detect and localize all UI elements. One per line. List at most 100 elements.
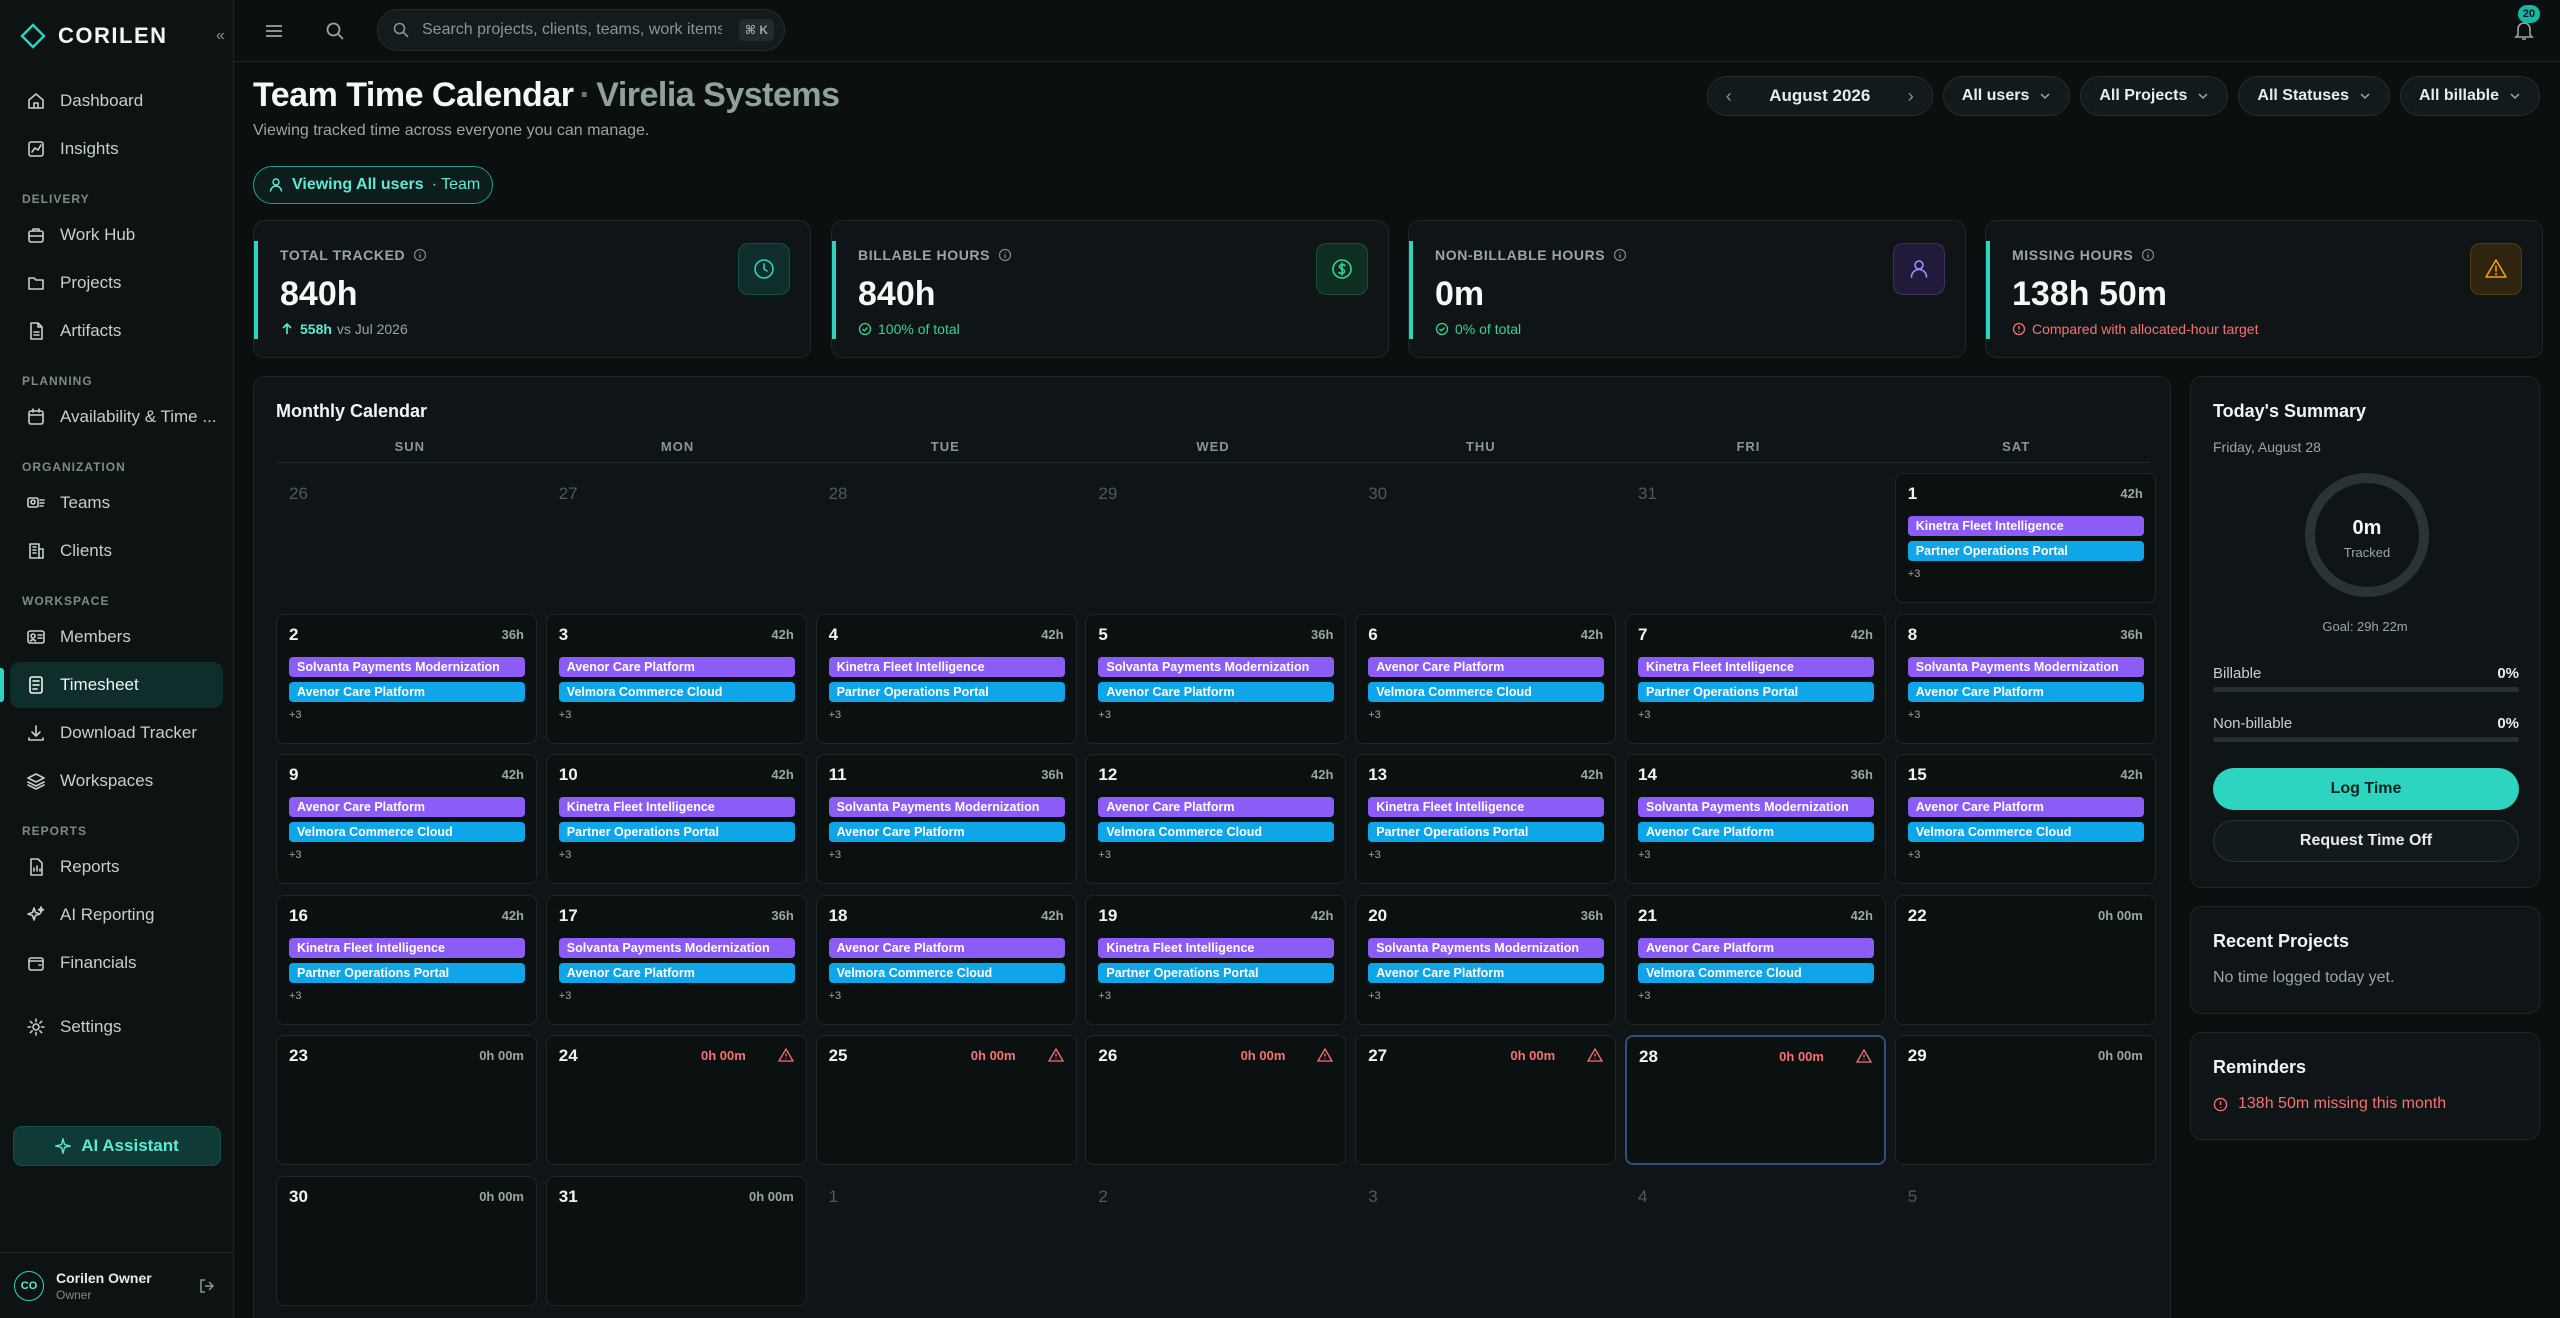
sidebar-item-download-tracker[interactable]: Download Tracker — [10, 710, 223, 756]
calendar-day-14[interactable]: 14 36h Solvanta Payments Modernization Aven… — [1624, 754, 1886, 885]
calendar-day-2[interactable]: 2 36h Solvanta Payments Modernization Aveno… — [276, 613, 537, 744]
prev-month-icon[interactable]: ‹ — [1725, 85, 1732, 106]
project-chip[interactable]: Kinetra Fleet Intelligence — [558, 797, 795, 818]
sidebar-item-availability-time[interactable]: Availability & Time ... — [10, 394, 223, 440]
search-input[interactable] — [422, 21, 722, 39]
calendar-day-12[interactable]: 12 42h Avenor Care Platform Velmora Commerc… — [1085, 754, 1347, 885]
sidebar-item-clients[interactable]: Clients — [10, 528, 223, 574]
more-entries-link[interactable]: +3 — [289, 989, 302, 1002]
more-entries-link[interactable]: +3 — [289, 708, 302, 721]
calendar-day-16[interactable]: 16 42h Kinetra Fleet Intelligence Partner O… — [276, 894, 537, 1025]
calendar-day-21[interactable]: 21 42h Avenor Care Platform Velmora Commerc… — [1624, 894, 1886, 1025]
calendar-day-28[interactable]: 28 0h 00m — [1624, 1035, 1886, 1166]
project-chip[interactable]: Solvanta Payments Modernization — [1368, 937, 1605, 958]
users-filter[interactable]: All users — [1942, 76, 2071, 116]
more-entries-link[interactable]: +3 — [828, 849, 842, 862]
sidebar-item-insights[interactable]: Insights — [10, 126, 223, 172]
project-chip[interactable]: Solvanta Payments Modernization — [289, 656, 525, 677]
project-chip[interactable]: Kinetra Fleet Intelligence — [1637, 656, 1874, 677]
calendar-day-26[interactable]: 26 0h 00m — [1085, 1035, 1347, 1166]
more-entries-link[interactable]: +3 — [1637, 989, 1651, 1002]
projects-filter[interactable]: All Projects — [2080, 76, 2229, 116]
more-entries-link[interactable]: +3 — [1907, 849, 1921, 862]
project-chip[interactable]: Solvanta Payments Modernization — [558, 937, 795, 958]
project-chip[interactable]: Kinetra Fleet Intelligence — [1368, 797, 1605, 818]
more-entries-link[interactable]: +3 — [558, 849, 572, 862]
calendar-day-29[interactable]: 29 0h 00m — [1894, 1035, 2156, 1166]
more-entries-link[interactable]: +3 — [1098, 708, 1111, 721]
sidebar-item-teams[interactable]: Teams — [10, 480, 223, 526]
sidebar-item-reports[interactable]: Reports — [10, 844, 223, 890]
info-icon[interactable] — [2141, 248, 2155, 262]
calendar-day-17[interactable]: 17 36h Solvanta Payments Modernization Aven… — [545, 894, 807, 1025]
calendar-day-7[interactable]: 7 42h Kinetra Fleet Intelligence Partner Op… — [1624, 613, 1886, 744]
ai-assistant-button[interactable]: AI Assistant — [13, 1126, 221, 1166]
sidebar-item-timesheet[interactable]: Timesheet — [0, 662, 223, 708]
sidebar-item-members[interactable]: Members — [10, 614, 223, 660]
calendar-day-4[interactable]: 4 42h Kinetra Fleet Intelligence Partner Op… — [815, 613, 1077, 744]
statuses-filter[interactable]: All Statuses — [2238, 76, 2390, 116]
calendar-day-30[interactable]: 30 0h 00m — [276, 1175, 537, 1306]
more-entries-link[interactable]: +3 — [1098, 849, 1111, 862]
project-chip[interactable]: Avenor Care Platform — [1098, 681, 1335, 702]
calendar-day-22[interactable]: 22 0h 00m — [1894, 894, 2156, 1025]
calendar-day-9[interactable]: 9 42h Avenor Care Platform Velmora Commerce… — [276, 754, 537, 885]
calendar-day-24[interactable]: 24 0h 00m — [545, 1035, 807, 1166]
calendar-day-27[interactable]: 27 0h 00m — [1355, 1035, 1617, 1166]
project-chip[interactable]: Partner Operations Portal — [828, 681, 1065, 702]
more-entries-link[interactable]: +3 — [558, 708, 572, 721]
info-icon[interactable] — [1613, 248, 1627, 262]
calendar-day-3[interactable]: 3 42h Avenor Care Platform Velmora Commerce… — [545, 613, 807, 744]
project-chip[interactable]: Avenor Care Platform — [558, 656, 795, 677]
user-profile[interactable]: CO Corilen Owner Owner — [0, 1252, 234, 1318]
project-chip[interactable]: Velmora Commerce Cloud — [828, 962, 1065, 983]
more-entries-link[interactable]: +3 — [1098, 989, 1111, 1002]
sidebar-item-work-hub[interactable]: Work Hub — [10, 212, 223, 258]
sidebar-item-artifacts[interactable]: Artifacts — [10, 308, 223, 354]
project-chip[interactable]: Avenor Care Platform — [289, 681, 525, 702]
more-entries-link[interactable]: +3 — [1907, 568, 1921, 580]
calendar-day-25[interactable]: 25 0h 00m — [815, 1035, 1077, 1166]
project-chip[interactable]: Partner Operations Portal — [1637, 681, 1874, 702]
sidebar-item-projects[interactable]: Projects — [10, 260, 223, 306]
calendar-day-11[interactable]: 11 36h Solvanta Payments Modernization Aven… — [815, 754, 1077, 885]
calendar-day-19[interactable]: 19 42h Kinetra Fleet Intelligence Partner O… — [1085, 894, 1347, 1025]
more-entries-link[interactable]: +3 — [828, 708, 842, 721]
project-chip[interactable]: Velmora Commerce Cloud — [1907, 822, 2144, 843]
project-chip[interactable]: Solvanta Payments Modernization — [1098, 656, 1335, 677]
next-month-icon[interactable]: › — [1907, 85, 1914, 106]
project-chip[interactable]: Partner Operations Portal — [558, 822, 795, 843]
project-chip[interactable]: Kinetra Fleet Intelligence — [828, 656, 1065, 677]
more-entries-link[interactable]: +3 — [1368, 708, 1381, 721]
more-entries-link[interactable]: +3 — [1637, 708, 1651, 721]
more-entries-link[interactable]: +3 — [289, 849, 302, 862]
project-chip[interactable]: Avenor Care Platform — [1637, 822, 1874, 843]
request-time-off-button[interactable]: Request Time Off — [2213, 820, 2519, 862]
project-chip[interactable]: Avenor Care Platform — [1907, 681, 2144, 702]
more-entries-link[interactable]: +3 — [1637, 849, 1651, 862]
project-chip[interactable]: Velmora Commerce Cloud — [289, 822, 525, 843]
project-chip[interactable]: Partner Operations Portal — [289, 962, 525, 983]
sidebar-item-ai-reporting[interactable]: AI Reporting — [10, 892, 223, 938]
project-chip[interactable]: Avenor Care Platform — [289, 797, 525, 818]
info-icon[interactable] — [413, 248, 427, 262]
collapse-sidebar-icon[interactable]: « — [216, 27, 225, 44]
project-chip[interactable]: Solvanta Payments Modernization — [828, 797, 1065, 818]
project-chip[interactable]: Velmora Commerce Cloud — [1098, 822, 1335, 843]
search-icon[interactable] — [324, 20, 346, 42]
project-chip[interactable]: Velmora Commerce Cloud — [1637, 962, 1874, 983]
project-chip[interactable]: Avenor Care Platform — [1368, 656, 1605, 677]
info-icon[interactable] — [998, 248, 1012, 262]
calendar-day-10[interactable]: 10 42h Kinetra Fleet Intelligence Partner O… — [545, 754, 807, 885]
sidebar-item-workspaces[interactable]: Workspaces — [10, 758, 223, 804]
project-chip[interactable]: Avenor Care Platform — [1907, 797, 2144, 818]
logout-icon[interactable] — [198, 1277, 216, 1295]
sidebar-item-dashboard[interactable]: Dashboard — [10, 78, 223, 124]
project-chip[interactable]: Velmora Commerce Cloud — [558, 681, 795, 702]
search-bar[interactable]: ⌘ K — [377, 9, 785, 51]
calendar-day-20[interactable]: 20 36h Solvanta Payments Modernization Aven… — [1355, 894, 1617, 1025]
more-entries-link[interactable]: +3 — [558, 989, 572, 1002]
project-chip[interactable]: Kinetra Fleet Intelligence — [289, 937, 525, 958]
calendar-day-1[interactable]: 1 42h Kinetra Fleet Intelligence Partner Op… — [1894, 473, 2156, 603]
calendar-day-8[interactable]: 8 36h Solvanta Payments Modernization Aveno… — [1894, 613, 2156, 744]
